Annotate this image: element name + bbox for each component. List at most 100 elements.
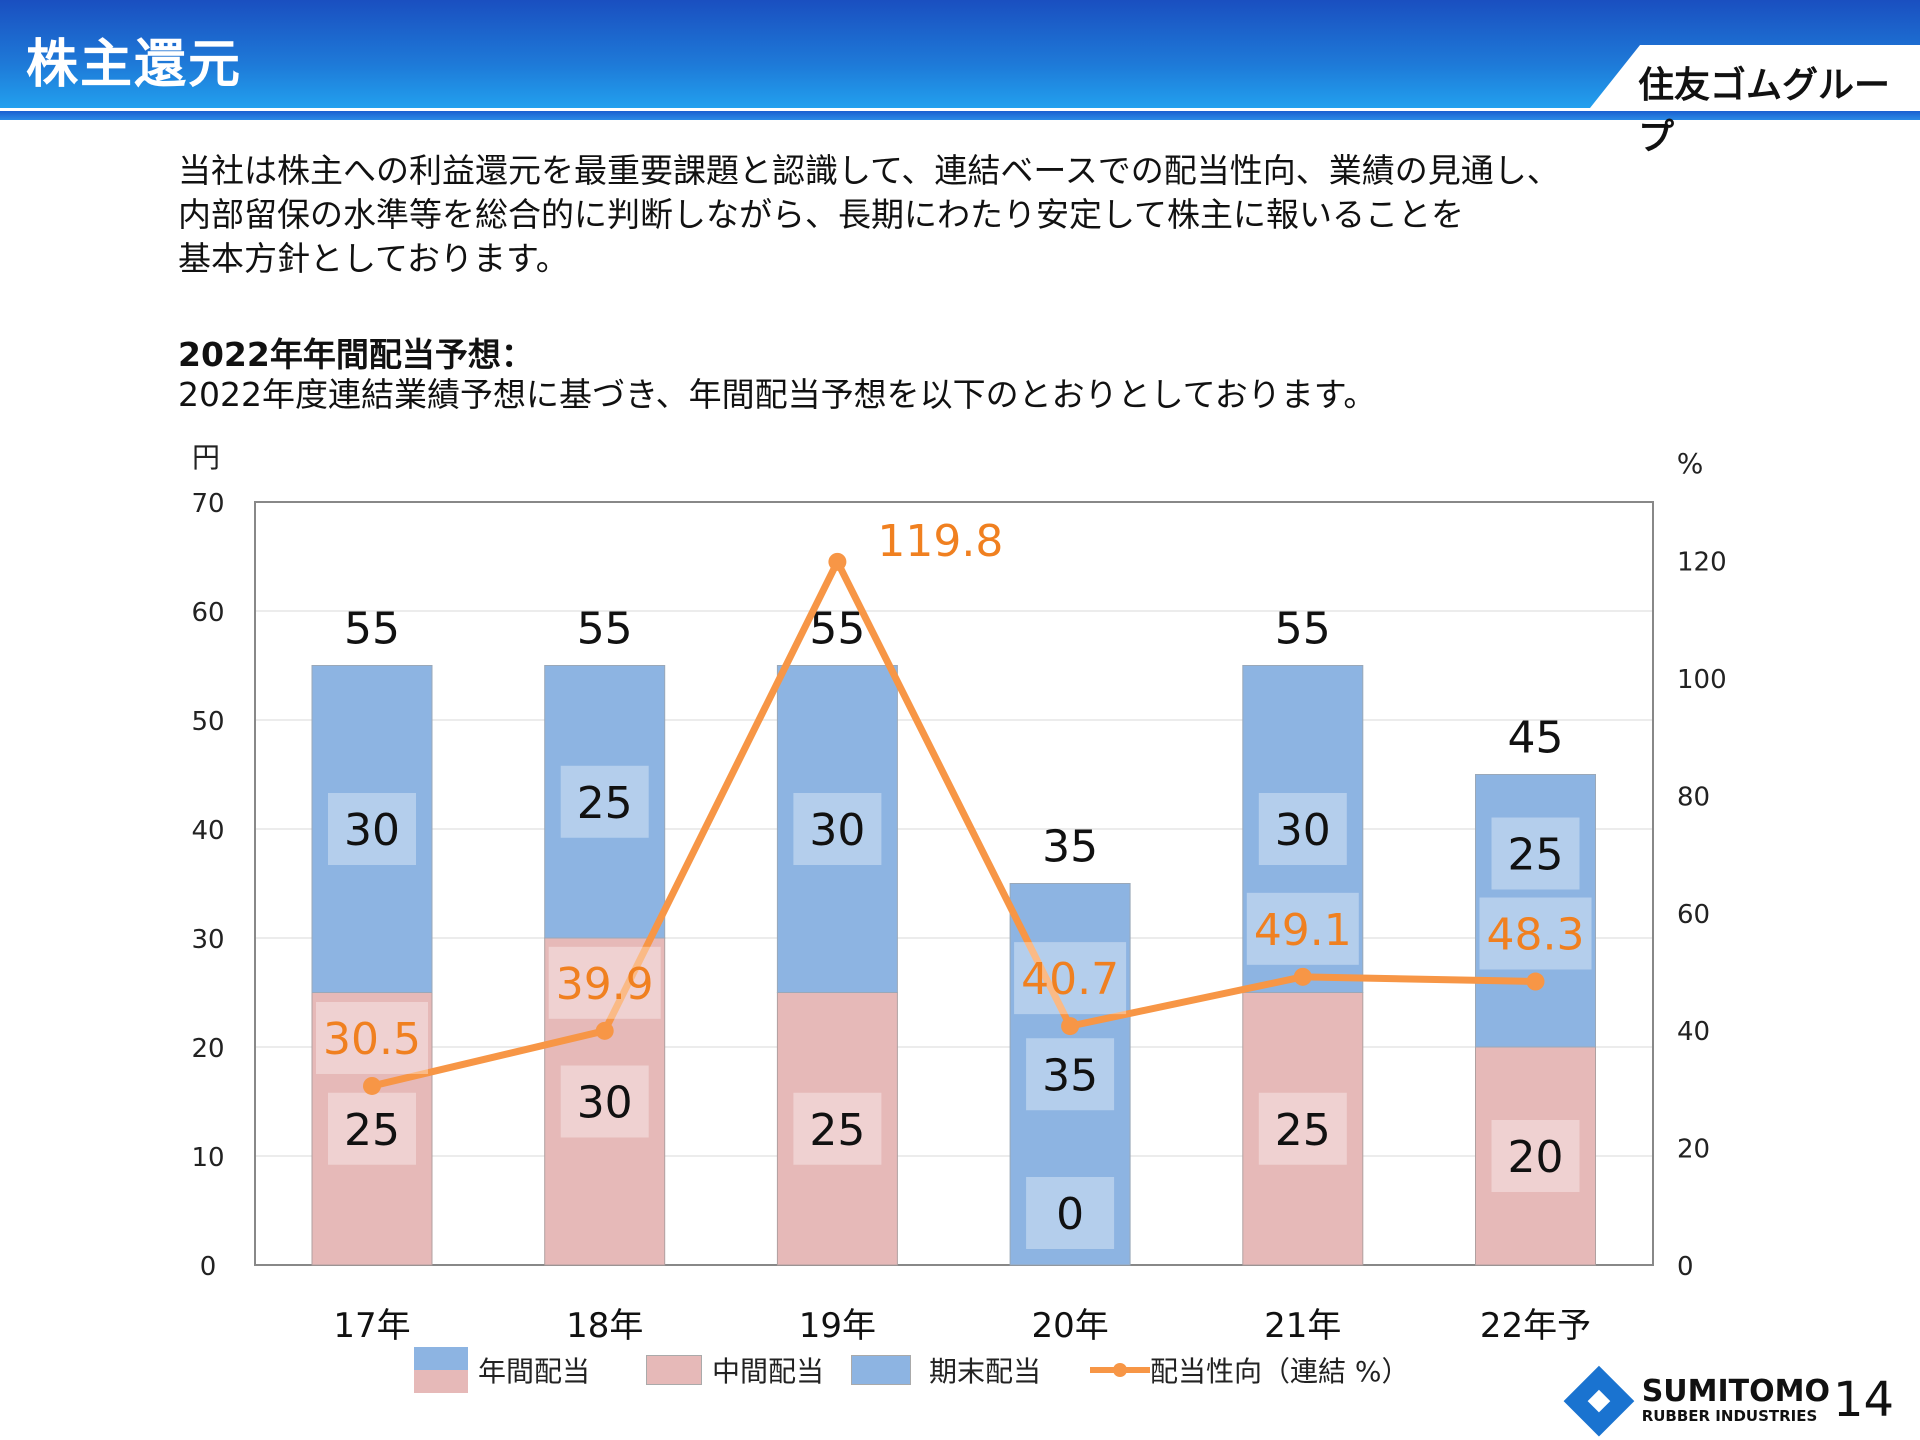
left-tick-label: 70: [191, 489, 224, 519]
total-value-label: 55: [1275, 604, 1331, 655]
right-tick-label: 20: [1677, 1135, 1710, 1165]
interim-value-label-box: [1258, 1092, 1347, 1165]
right-tick-label: 100: [1677, 665, 1727, 695]
payout-value-label: 40.7: [1021, 954, 1119, 1005]
left-tick-label: 10: [191, 1143, 224, 1173]
legend-payout-label: 配当性向（連結 %）: [1150, 1355, 1410, 1388]
logo-text-sub: RUBBER INDUSTRIES: [1641, 1407, 1818, 1425]
legend-interim: 中間配当: [646, 1350, 824, 1390]
bar-yearend: [544, 665, 666, 939]
legend-yearend: 期末配当: [851, 1350, 1041, 1390]
left-tick-label: 50: [191, 707, 224, 737]
bar-yearend: [1475, 774, 1596, 1048]
interim-value-label: 0: [1056, 1189, 1084, 1240]
yearend-value-label: 25: [577, 778, 633, 829]
category-label: 17年: [333, 1306, 410, 1346]
legend-annual-swatch: [414, 1347, 468, 1393]
left-tick-label: 40: [191, 816, 224, 846]
payout-value-label: 30.5: [323, 1014, 421, 1065]
yearend-value-label: 25: [1508, 830, 1564, 881]
intro-line-1: 当社は株主への利益還元を最重要課題と認識して、連結ベースでの配当性向、業績の見通…: [178, 151, 1560, 190]
legend-yearend-swatch: [851, 1355, 911, 1385]
intro-line-2: 内部留保の水準等を総合的に判断しながら、長期にわたり安定して株主に報いることを: [178, 195, 1465, 234]
right-tick-label: 80: [1677, 782, 1710, 812]
page-title: 株主還元: [26, 35, 243, 95]
yearend-value-label: 30: [344, 805, 400, 856]
yearend-value-label-box: [1258, 793, 1347, 865]
right-tick-label: 0: [1677, 1252, 1694, 1282]
group-logo-tab: [1590, 45, 1920, 108]
interim-value-label-box: [560, 1065, 649, 1138]
bar-yearend: [776, 665, 898, 993]
legend-payout: 配当性向（連結 %）: [1090, 1350, 1410, 1390]
payout-value-label-box: [1014, 942, 1127, 1015]
page-number: 14: [1833, 1372, 1895, 1428]
total-value-label: 55: [577, 604, 633, 655]
interim-value-label: 25: [1275, 1105, 1331, 1156]
forecast-text: 2022年度連結業績予想に基づき、年間配当予想を以下のとおりとしております。: [178, 375, 1377, 414]
header-divider: [0, 111, 1920, 120]
payout-value-label: 39.9: [556, 959, 654, 1010]
legend-annual: 年間配当: [414, 1347, 591, 1393]
payout-value-label: 119.8: [877, 516, 1003, 567]
bar-interim: [544, 937, 666, 1266]
bar-interim: [311, 992, 433, 1266]
company-logo: SUMITOMO RUBBER INDUSTRIES: [1560, 1365, 1830, 1437]
total-value-label: 45: [1508, 713, 1564, 764]
total-value-label: 55: [344, 604, 400, 655]
header-bar: [0, 0, 1920, 108]
yearend-value-label: 30: [809, 805, 865, 856]
left-tick-label: 60: [191, 598, 224, 628]
yearend-value-label: 30: [1275, 805, 1331, 856]
group-name-logo: 住友ゴムグループ: [1638, 65, 1891, 158]
payout-point: [1061, 1017, 1080, 1036]
total-value-label: 55: [809, 604, 865, 655]
bar-interim: [1475, 1046, 1596, 1266]
yearend-value-label-box: [793, 793, 882, 865]
left-tick-label: 0: [200, 1252, 217, 1282]
yearend-value-label-box: [328, 793, 416, 865]
payout-point: [363, 1076, 381, 1095]
payout-value-label-box: [316, 1001, 428, 1074]
payout-value-label-box: [548, 946, 661, 1019]
payout-point: [595, 1021, 614, 1040]
intro-line-3: 基本方針としております。: [178, 239, 569, 278]
category-label: 19年: [799, 1306, 876, 1346]
interim-value-label: 25: [809, 1105, 865, 1156]
legend-interim-swatch: [646, 1355, 702, 1385]
payout-point: [1293, 967, 1312, 986]
interim-value-label: 20: [1508, 1132, 1564, 1183]
left-axis-unit: 円: [192, 441, 220, 474]
interim-value-label: 30: [577, 1078, 633, 1129]
right-tick-label: 120: [1677, 548, 1727, 578]
interim-value-label-box: [793, 1092, 882, 1165]
interim-value-label-box: [1491, 1120, 1580, 1192]
yearend-value-label-box: [1491, 817, 1580, 890]
bar-yearend: [1009, 883, 1131, 1266]
legend-yearend-label: 期末配当: [929, 1355, 1042, 1388]
payout-point: [828, 552, 847, 571]
interim-value-label: 25: [344, 1105, 400, 1156]
logo-text-main: SUMITOMO: [1641, 1374, 1830, 1409]
category-label: 18年: [566, 1306, 643, 1346]
yearend-value-label-box: [560, 765, 649, 838]
legend-payout-line-icon: [1090, 1363, 1150, 1377]
left-tick-label: 30: [191, 925, 224, 955]
yearend-value-label-box: [1026, 1038, 1115, 1111]
left-tick-label: 20: [191, 1034, 224, 1064]
payout-point: [1526, 972, 1545, 991]
payout-value-label: 49.1: [1254, 905, 1352, 956]
legend-annual-label: 年間配当: [478, 1355, 591, 1388]
category-label: 21年: [1264, 1306, 1341, 1346]
interim-value-label-box: [1026, 1177, 1115, 1249]
payout-value-label-box: [1246, 892, 1359, 965]
bar-interim: [1242, 992, 1364, 1266]
forecast-heading: 2022年年間配当予想：: [178, 335, 534, 374]
bar-interim: [776, 992, 898, 1266]
payout-line: [371, 558, 1536, 1090]
bar-yearend: [311, 665, 433, 993]
category-label: 22年予: [1480, 1306, 1591, 1346]
bar-yearend: [1242, 665, 1364, 993]
interim-value-label-box: [328, 1092, 416, 1165]
